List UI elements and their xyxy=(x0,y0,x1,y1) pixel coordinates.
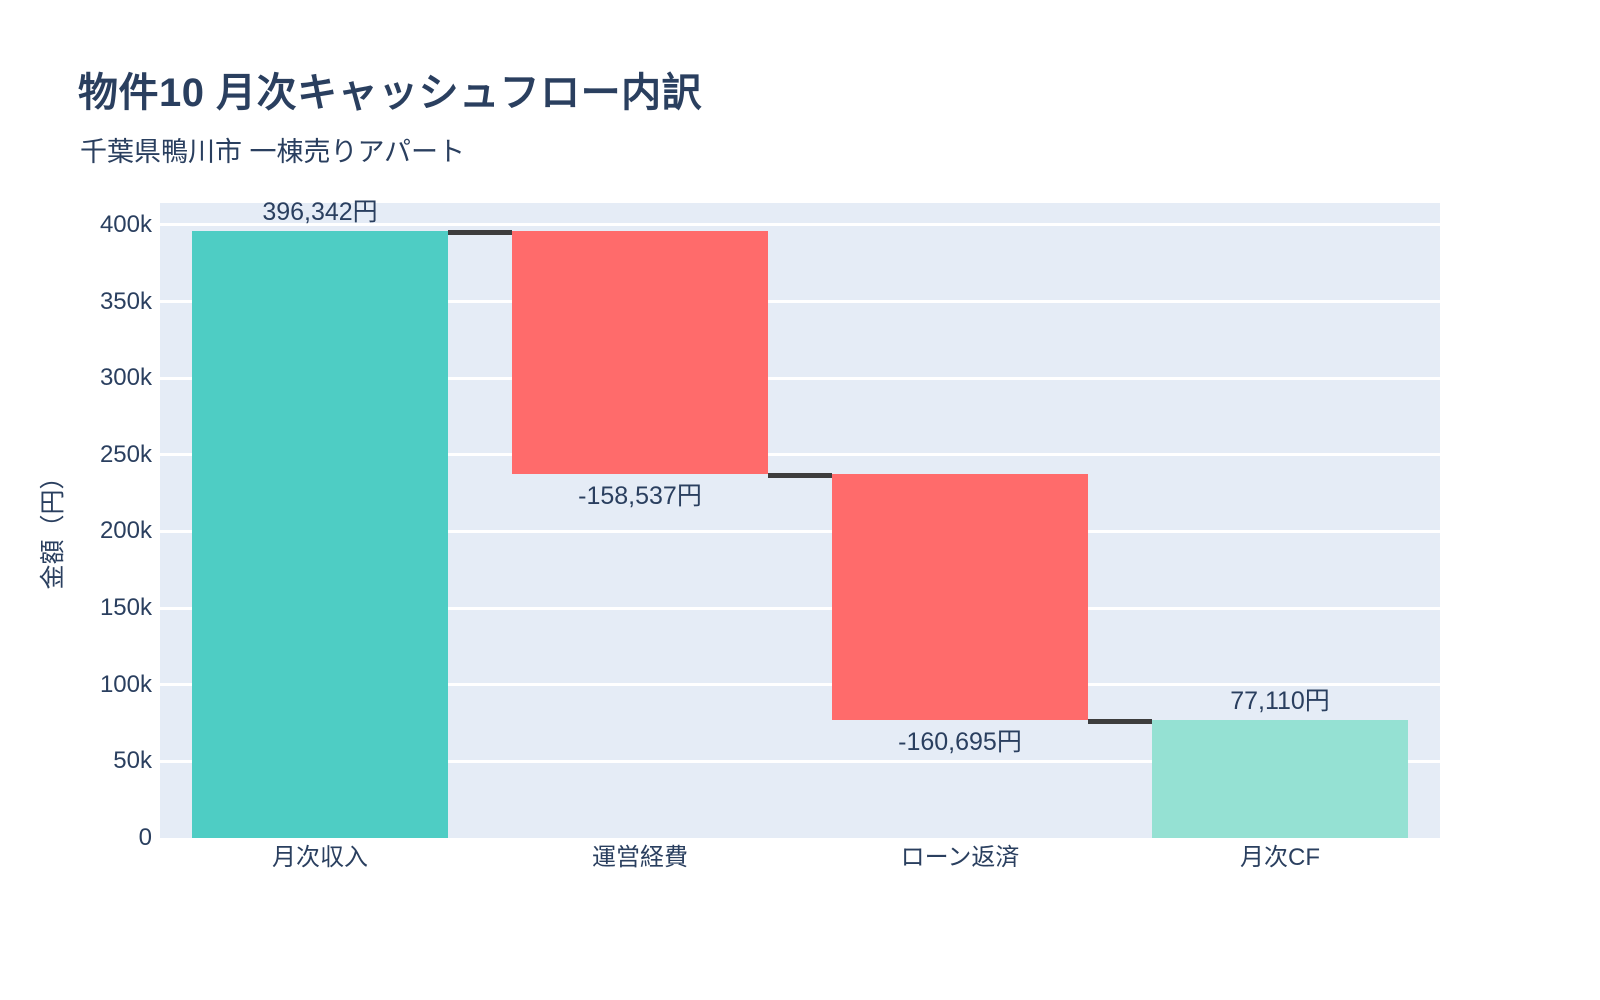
x-tick-label-月次CF: 月次CF xyxy=(1240,844,1320,871)
x-axis: 月次収入 運営経費 ローン返済 月次CF xyxy=(160,844,1440,876)
gridline xyxy=(160,759,1440,763)
gridline xyxy=(160,453,1440,457)
y-tick-label: 400k xyxy=(99,210,152,238)
gridline xyxy=(160,683,1440,687)
y-tick-label: 250k xyxy=(99,440,152,468)
waterfall-bar-運営経費 xyxy=(512,230,768,474)
y-axis: 0 50k 100k 150k 200k 250k 300k 350k 400k xyxy=(0,203,152,849)
bar-value-label: -160,695円 xyxy=(898,727,1022,756)
y-tick-label: 350k xyxy=(99,287,152,315)
waterfall-connector xyxy=(768,472,832,478)
waterfall-bar-月次CF xyxy=(1152,719,1408,838)
waterfall-connector xyxy=(448,229,512,235)
y-tick-label: 0 xyxy=(138,824,152,851)
y-tick-label: 150k xyxy=(99,594,152,622)
gridline xyxy=(160,223,1440,227)
bar-value-label: 396,342円 xyxy=(262,197,378,226)
waterfall-bar-ローン返済 xyxy=(832,473,1088,720)
gridline xyxy=(160,606,1440,610)
x-tick-label-運営経費: 運営経費 xyxy=(592,844,688,871)
y-tick-label: 300k xyxy=(99,364,152,392)
bar-value-label: -158,537円 xyxy=(578,481,702,510)
chart-title: 物件10 月次キャッシュフロー内訳 xyxy=(78,71,703,115)
y-tick-label: 50k xyxy=(113,747,152,775)
x-tick-label-ローン返済: ローン返済 xyxy=(900,844,1020,871)
x-tick-label-月次収入: 月次収入 xyxy=(272,844,368,871)
waterfall-bar-月次収入 xyxy=(192,230,448,838)
y-tick-label: 100k xyxy=(99,670,152,698)
gridline xyxy=(160,300,1440,304)
plot-area: 396,342円 -158,537円 -160,695円 77,110円 xyxy=(160,199,1440,838)
bar-value-label: 77,110円 xyxy=(1230,686,1330,715)
gridline xyxy=(160,529,1440,533)
waterfall-connector xyxy=(1088,718,1152,724)
y-tick-label: 200k xyxy=(99,517,152,545)
chart-subtitle: 千葉県鴨川市 一棟売りアパート xyxy=(80,137,465,167)
gridline xyxy=(160,376,1440,380)
